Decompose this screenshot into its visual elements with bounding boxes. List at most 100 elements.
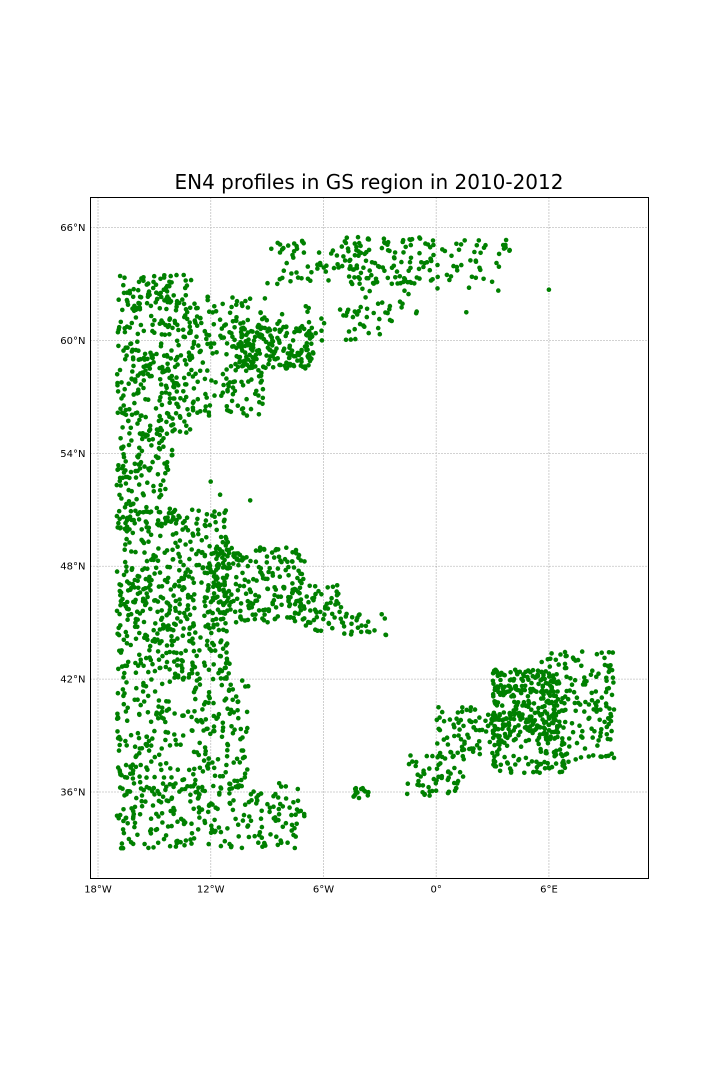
- profile-point: [202, 599, 207, 604]
- profile-point: [164, 419, 169, 425]
- profile-point: [474, 742, 480, 748]
- profile-point: [503, 245, 508, 250]
- profile-point: [526, 704, 531, 710]
- profile-point: [311, 617, 317, 623]
- profile-point: [547, 664, 553, 669]
- profile-point: [417, 236, 423, 241]
- profile-point: [211, 341, 217, 346]
- profile-point: [162, 515, 168, 521]
- profile-point: [222, 838, 228, 844]
- profile-point: [246, 365, 252, 370]
- profile-point: [182, 285, 188, 291]
- profile-point: [350, 267, 356, 272]
- profile-point: [202, 745, 208, 750]
- profile-point: [304, 343, 310, 349]
- profile-point: [291, 363, 297, 369]
- profile-point: [203, 717, 209, 722]
- profile-point: [170, 452, 175, 458]
- profile-point: [122, 547, 127, 552]
- profile-point: [302, 813, 307, 819]
- profile-point: [172, 364, 178, 370]
- profile-point: [248, 346, 254, 352]
- profile-point: [445, 742, 451, 747]
- profile-point: [527, 701, 532, 706]
- profile-point: [253, 548, 259, 553]
- profile-point: [266, 361, 271, 367]
- profile-point: [151, 489, 157, 494]
- profile-point: [283, 796, 289, 801]
- profile-point: [117, 582, 122, 587]
- profile-point: [571, 689, 577, 695]
- profile-point: [152, 598, 157, 603]
- profile-point: [296, 555, 301, 561]
- profile-point: [270, 573, 276, 578]
- profile-point: [563, 653, 568, 659]
- profile-point: [149, 788, 155, 794]
- profile-point: [134, 496, 139, 502]
- profile-point: [285, 559, 290, 565]
- profile-point: [260, 844, 265, 849]
- profile-point: [173, 622, 178, 627]
- profile-point: [354, 618, 359, 623]
- profile-point: [121, 348, 126, 353]
- profile-point: [283, 567, 289, 573]
- profile-point: [181, 375, 187, 381]
- profile-point: [431, 252, 436, 258]
- profile-point: [245, 305, 251, 310]
- profile-point: [146, 539, 151, 544]
- profile-point: [209, 823, 214, 828]
- profile-point: [276, 554, 282, 560]
- profile-point: [119, 466, 125, 471]
- profile-point: [135, 421, 140, 426]
- profile-point: [157, 711, 162, 717]
- profile-point: [239, 301, 244, 306]
- profile-point: [137, 652, 142, 658]
- profile-point: [134, 391, 140, 396]
- profile-point: [150, 285, 156, 291]
- lat-tick-label: 48°N: [60, 562, 85, 573]
- profile-point: [115, 715, 121, 720]
- profile-point: [506, 720, 512, 726]
- profile-point: [516, 723, 521, 728]
- profile-point: [413, 310, 419, 316]
- profile-point: [169, 634, 174, 639]
- profile-point: [245, 339, 250, 345]
- profile-point: [522, 683, 528, 689]
- profile-point: [203, 391, 208, 397]
- profile-point: [191, 648, 197, 654]
- profile-point: [168, 356, 174, 361]
- profile-point: [481, 245, 487, 250]
- profile-point: [171, 784, 176, 790]
- profile-point: [284, 545, 289, 550]
- profile-point: [546, 671, 552, 676]
- profile-point: [250, 359, 256, 365]
- profile-point: [357, 321, 363, 327]
- profile-point: [559, 769, 565, 775]
- profile-point: [194, 521, 199, 526]
- profile-point: [381, 236, 387, 241]
- profile-point: [385, 248, 391, 253]
- profile-point: [501, 710, 507, 715]
- profile-point: [334, 583, 340, 588]
- profile-point: [119, 496, 124, 501]
- profile-point: [163, 486, 168, 492]
- profile-point: [238, 321, 243, 326]
- profile-point: [435, 262, 440, 268]
- profile-point: [151, 273, 157, 279]
- profile-point: [182, 314, 187, 320]
- profile-point: [148, 743, 154, 748]
- profile-point: [116, 324, 122, 330]
- profile-point: [185, 606, 191, 612]
- profile-point: [248, 558, 253, 564]
- profile-point: [271, 804, 276, 809]
- profile-point: [115, 729, 120, 734]
- profile-point: [294, 246, 300, 252]
- profile-point: [161, 836, 167, 842]
- profile-point: [239, 845, 245, 851]
- profile-point: [371, 310, 377, 316]
- profile-point: [164, 385, 169, 391]
- profile-point: [292, 611, 298, 616]
- profile-point: [227, 380, 233, 385]
- profile-point: [223, 770, 228, 775]
- profile-point: [408, 242, 414, 248]
